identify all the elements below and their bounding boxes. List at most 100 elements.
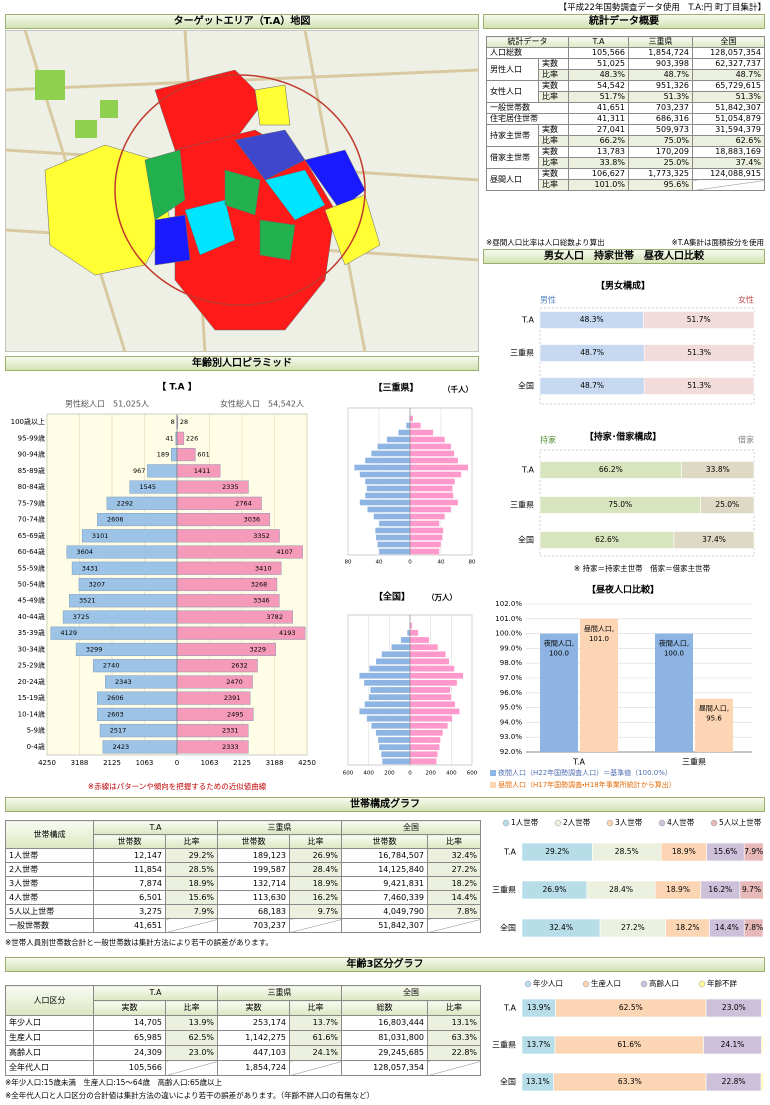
age-label: 75-79歳 xyxy=(18,498,45,507)
stats-table-container: 統計データ T.A 三重県 全国 人口総数 105,566 1,854,724 128,057… xyxy=(486,36,765,191)
table-cell: 25.0% xyxy=(628,157,693,169)
legend-label: 年少人口 xyxy=(533,978,563,988)
table-header: T.A xyxy=(92,820,219,835)
legend-label: 2人世帯 xyxy=(563,817,591,827)
value-label: 8 xyxy=(171,418,175,426)
value-label: 2632 xyxy=(231,662,248,670)
x-tick-label: 1063 xyxy=(136,759,154,767)
empty-cell xyxy=(289,918,343,933)
row-sublabel: 実数 xyxy=(538,124,569,136)
table-row: 人口区分 T.A 三重県 全国 xyxy=(5,985,482,1016)
table-cell: 51,054,879 xyxy=(692,113,765,125)
pyramid-bar xyxy=(378,548,411,555)
age-label: 80-84歳 xyxy=(18,482,45,491)
table-cell: 124,088,915 xyxy=(692,168,765,180)
pyramid-bar xyxy=(409,679,458,687)
chart: 【三重県】 （千人） 80 40 0 40 80 xyxy=(345,382,476,566)
table-row: 2人世帯 11,854 28.5% 199,587 28.4% 14,125,840 27.… xyxy=(5,862,482,877)
pyramid-bar xyxy=(359,499,411,506)
row-label: 5人以上世帯 xyxy=(5,904,94,919)
row-label: 昼間人口 xyxy=(486,168,539,191)
table-cell: 1,854,724 xyxy=(217,1060,291,1076)
age-label: 25-29歳 xyxy=(18,661,45,670)
value-label: 2292 xyxy=(117,499,134,507)
legend-label: 5人以上世帯 xyxy=(719,817,762,827)
pyramid-bar xyxy=(375,534,411,541)
bar-segment xyxy=(760,1072,764,1092)
x-tick-label: 400 xyxy=(446,771,457,777)
value-label: 3299 xyxy=(86,645,103,653)
value-label: 33.8% xyxy=(706,465,730,474)
table-cell: 1,142,275 xyxy=(217,1030,291,1046)
table-cell: 51,842,307 xyxy=(341,918,429,933)
section-title: 統計データ概要 xyxy=(483,14,765,29)
value-label: 189 xyxy=(157,451,169,459)
pyramid-bar xyxy=(363,679,411,687)
value-label: 3604 xyxy=(76,548,93,556)
row-label: 人口総数 xyxy=(486,47,569,59)
table-cell: 199,587 xyxy=(217,862,291,877)
table-cell: 41,651 xyxy=(93,918,166,933)
table-cell: 7,874 xyxy=(93,876,166,891)
table-cell: 9.7% xyxy=(289,904,343,919)
x-tick-label: 80 xyxy=(469,560,476,566)
value-label: 66.2% xyxy=(599,465,623,474)
chart: 【昼夜人口比較】 92.0% 93.0% 94.0% 95.0% 96.0% 97.0% 98… xyxy=(490,584,752,789)
bar-segment xyxy=(739,880,764,900)
pyramid-bar xyxy=(391,643,411,651)
pyramid-bar xyxy=(409,527,444,534)
bar-segment xyxy=(761,1035,764,1055)
table-cell: 105,566 xyxy=(93,1060,166,1076)
chart-note: ※ 持家＝持家主世帯 借家＝借家主世帯 xyxy=(574,563,711,573)
section-title: 年齢3区分グラフ xyxy=(5,957,765,972)
row-label: 持家主世帯 xyxy=(486,124,539,147)
category-label: 全国 xyxy=(518,381,534,391)
table-header: 全国 xyxy=(692,36,765,48)
value-label: 2517 xyxy=(110,727,127,735)
pyramid-bar xyxy=(364,492,411,499)
value-label: 24.1% xyxy=(721,1040,745,1049)
pyramid-bar xyxy=(409,751,438,758)
table-cell: 18,883,169 xyxy=(692,146,765,158)
x-tick-label: 3188 xyxy=(71,759,89,767)
row-label: 借家主世帯 xyxy=(486,146,539,169)
table-row: 4人世帯 6,501 15.6% 113,630 16.2% 7,460,339 14.4% xyxy=(5,890,482,905)
household-table-container: 世帯構成 T.A 三重県 全国 世帯数 比率 世帯数 比率 世帯数 比率 1人世帯 12,147 29.… xyxy=(5,820,482,933)
pyramid-bar xyxy=(377,443,411,450)
pyramid-bar xyxy=(409,506,452,513)
table-row: 1人世帯 12,147 29.2% 189,123 26.9% 16,784,507 32.… xyxy=(5,848,482,863)
table-row: 実数 比率 実数 比率 総数 比率 xyxy=(6,1000,482,1016)
value-label: 13.7% xyxy=(527,1040,551,1049)
age-label: 45-49歳 xyxy=(18,596,45,605)
table-subheader: 世帯数 xyxy=(217,834,291,849)
table-cell: 18.9% xyxy=(164,876,219,891)
row-label: 2人世帯 xyxy=(5,862,94,877)
table-cell: 68,183 xyxy=(217,904,291,919)
value-label: 28 xyxy=(180,418,188,426)
value-label: 32.4% xyxy=(549,923,573,932)
table-cell: 18.9% xyxy=(289,876,343,891)
table-cell: 12,147 xyxy=(93,848,166,863)
value-label: 3036 xyxy=(244,516,261,524)
table-cell: 51,025 xyxy=(568,58,629,70)
table-cell: 48.7% xyxy=(692,69,765,81)
legend-label: 年齢不詳 xyxy=(707,978,737,988)
pyramid-bar xyxy=(371,722,411,729)
value-label: 18.9% xyxy=(672,847,696,856)
chart: 【持家･借家構成】 持家 借家 T.A 66.2% 33.8% 三重県 75.0% 25.0% 全… xyxy=(510,431,755,573)
value-label: 48.7% xyxy=(580,381,604,390)
row-sublabel: 実数 xyxy=(538,146,569,158)
age-label: 85-89歳 xyxy=(18,466,45,475)
age-label: 0-4歳 xyxy=(27,742,45,751)
bar-segment xyxy=(673,531,755,549)
pyramid-bar xyxy=(409,485,453,492)
x-tick-label: 2125 xyxy=(103,759,121,767)
category-label: T.A xyxy=(503,848,516,857)
table-cell: 1,773,325 xyxy=(628,168,693,180)
chart: 年少人口 生産人口 高齢人口 年齢不詳 T.A 13.9% 62.5% 23.0% 三重県 13.… xyxy=(492,978,764,1092)
value-label: 48.7% xyxy=(580,348,604,357)
table-cell: 62.5% xyxy=(164,1030,219,1046)
table-subheader: 比率 xyxy=(164,1000,219,1016)
pyramid-bar xyxy=(377,736,411,744)
pyramid-bar xyxy=(409,758,437,765)
